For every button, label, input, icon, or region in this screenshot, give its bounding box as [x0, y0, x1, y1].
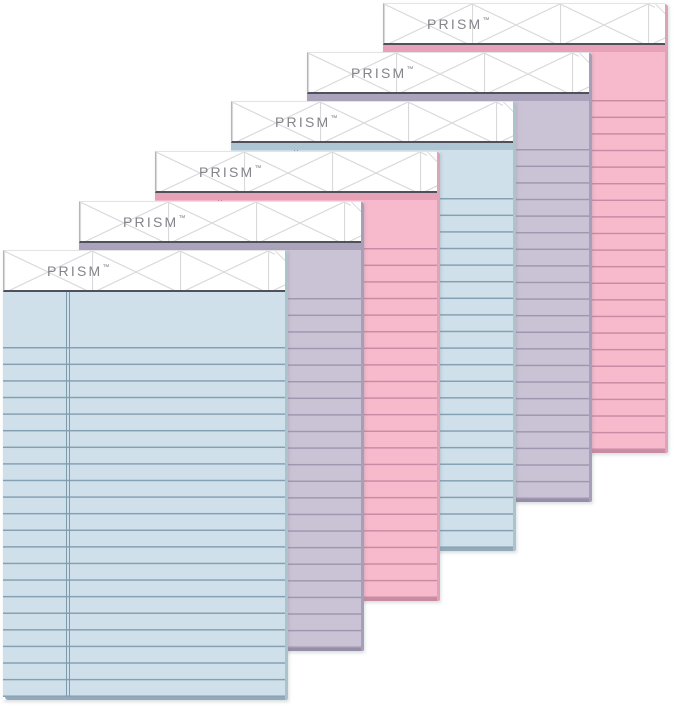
brand-name: PRISM: [199, 163, 255, 180]
prism-triangle-pattern-icon: [80, 202, 361, 241]
brand-wordmark: PRISM™: [47, 263, 109, 279]
pad-header-band: PRISM™: [79, 201, 361, 243]
brand-wordmark: PRISM™: [123, 214, 185, 230]
prism-triangle-pattern-icon: [4, 251, 285, 290]
trademark-symbol: ™: [330, 114, 338, 122]
trademark-symbol: ™: [254, 164, 262, 172]
top-binding-strip: [307, 94, 589, 101]
brand-wordmark: PRISM™: [427, 16, 489, 32]
corner-fold: [351, 202, 361, 212]
rule-lines: [3, 347, 285, 697]
prism-triangle-pattern-icon: [384, 4, 665, 43]
brand-wordmark: PRISM™: [351, 65, 413, 81]
top-binding-strip: [383, 45, 665, 52]
notepad-6-front-blue: PRISM™: [3, 250, 288, 700]
brand-name: PRISM: [123, 213, 179, 230]
pad-header-band: PRISM™: [155, 151, 437, 193]
prism-triangle-pattern-icon: [308, 53, 589, 92]
corner-fold: [655, 4, 665, 14]
ruled-paper: [3, 292, 285, 697]
brand-name: PRISM: [351, 64, 407, 81]
brand-wordmark: PRISM™: [199, 164, 261, 180]
corner-fold: [503, 102, 513, 112]
top-binding-strip: [231, 143, 513, 150]
corner-fold: [275, 251, 285, 261]
brand-wordmark: PRISM™: [275, 114, 337, 130]
pad-header-band: PRISM™: [383, 3, 665, 45]
brand-name: PRISM: [427, 15, 483, 32]
pad-header-band: PRISM™: [307, 52, 589, 94]
trademark-symbol: ™: [406, 65, 414, 73]
prism-triangle-pattern-icon: [232, 102, 513, 141]
top-binding-strip: [79, 243, 361, 250]
prism-triangle-pattern-icon: [156, 152, 437, 191]
pad-header-band: PRISM™: [3, 250, 285, 292]
pad-header-band: PRISM™: [231, 101, 513, 143]
margin-line: [66, 292, 70, 697]
brand-name: PRISM: [275, 113, 331, 130]
trademark-symbol: ™: [178, 214, 186, 222]
corner-fold: [427, 152, 437, 162]
top-binding-strip: [155, 193, 437, 200]
top-binding-strip: [3, 292, 285, 299]
trademark-symbol: ™: [482, 16, 490, 24]
trademark-symbol: ™: [102, 263, 110, 271]
brand-name: PRISM: [47, 262, 103, 279]
corner-fold: [579, 53, 589, 63]
